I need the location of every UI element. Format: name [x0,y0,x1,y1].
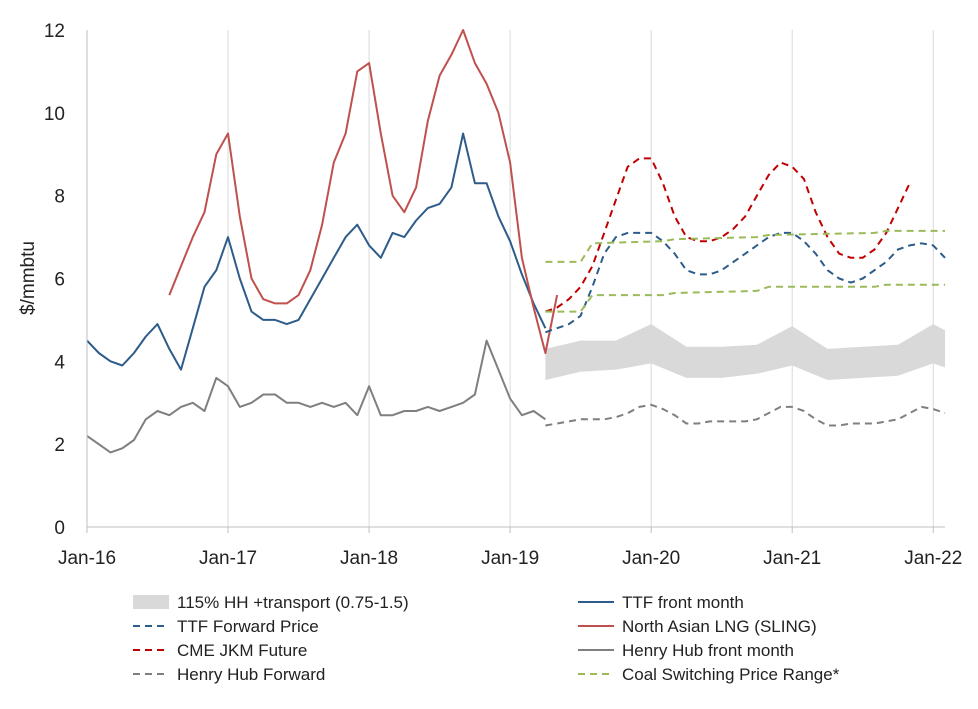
legend-label-north-asian-lng-sling: North Asian LNG (SLING) [622,617,817,636]
series-coal-7 [545,229,945,263]
hh-transport-band [545,324,945,380]
y-tick-label-6: 6 [54,270,65,291]
vertical-gridlines [86,30,934,527]
y-tick-label-12: 12 [44,21,65,42]
legend: 115% HH +transport (0.75-1.5) TTF front m… [133,593,840,684]
y-axis-label: $/mmbtu [18,241,39,315]
legend-label-henry-hub-front-month: Henry Hub front month [622,641,794,660]
x-tick-label-jan-21: Jan-21 [763,548,821,569]
legend-label-115-hh-transport-0-75-1-5: 115% HH +transport (0.75-1.5) [177,593,409,612]
legend-label-coal-switching-price-range: Coal Switching Price Range* [622,665,840,684]
y-tick-label-0: 0 [54,518,65,539]
y-tick-label-8: 8 [54,187,65,208]
x-tick-label-jan-19: Jan-19 [481,548,539,569]
axes: 0 2 4 6 8 10 12 Jan-16 Jan-17 Jan-18 Jan-19 Jan-20 J… [44,21,962,569]
series-ttf-forward-price [545,231,946,334]
series-henry-hub-front-month [86,339,546,454]
x-tick-label-jan-16: Jan-16 [58,548,116,569]
series-lines [86,29,946,454]
legend-swatch-115-hh-transport-0-75-1-5 [133,595,169,609]
series-ttf-front-month [86,132,547,371]
x-tick-label-jan-22: Jan-22 [904,548,962,569]
y-tick-label-4: 4 [54,352,65,373]
y-tick-label-2: 2 [54,435,65,456]
series-henry-hub-forward [545,403,946,427]
series-coal-switching-price-range [545,283,945,313]
band-area [545,324,945,380]
x-tick-label-jan-18: Jan-18 [340,548,398,569]
x-tick-label-jan-20: Jan-20 [622,548,680,569]
legend-label-cme-jkm-future: CME JKM Future [177,641,307,660]
legend-label-ttf-forward-price: TTF Forward Price [177,617,319,636]
series-north-asian-lng-sling [168,29,559,354]
legend-label-henry-hub-forward: Henry Hub Forward [177,665,325,684]
series-cme-jkm-future [545,157,911,313]
y-tick-label-10: 10 [44,104,65,125]
legend-label-ttf-front-month: TTF front month [622,593,744,612]
x-tick-label-jan-17: Jan-17 [199,548,257,569]
